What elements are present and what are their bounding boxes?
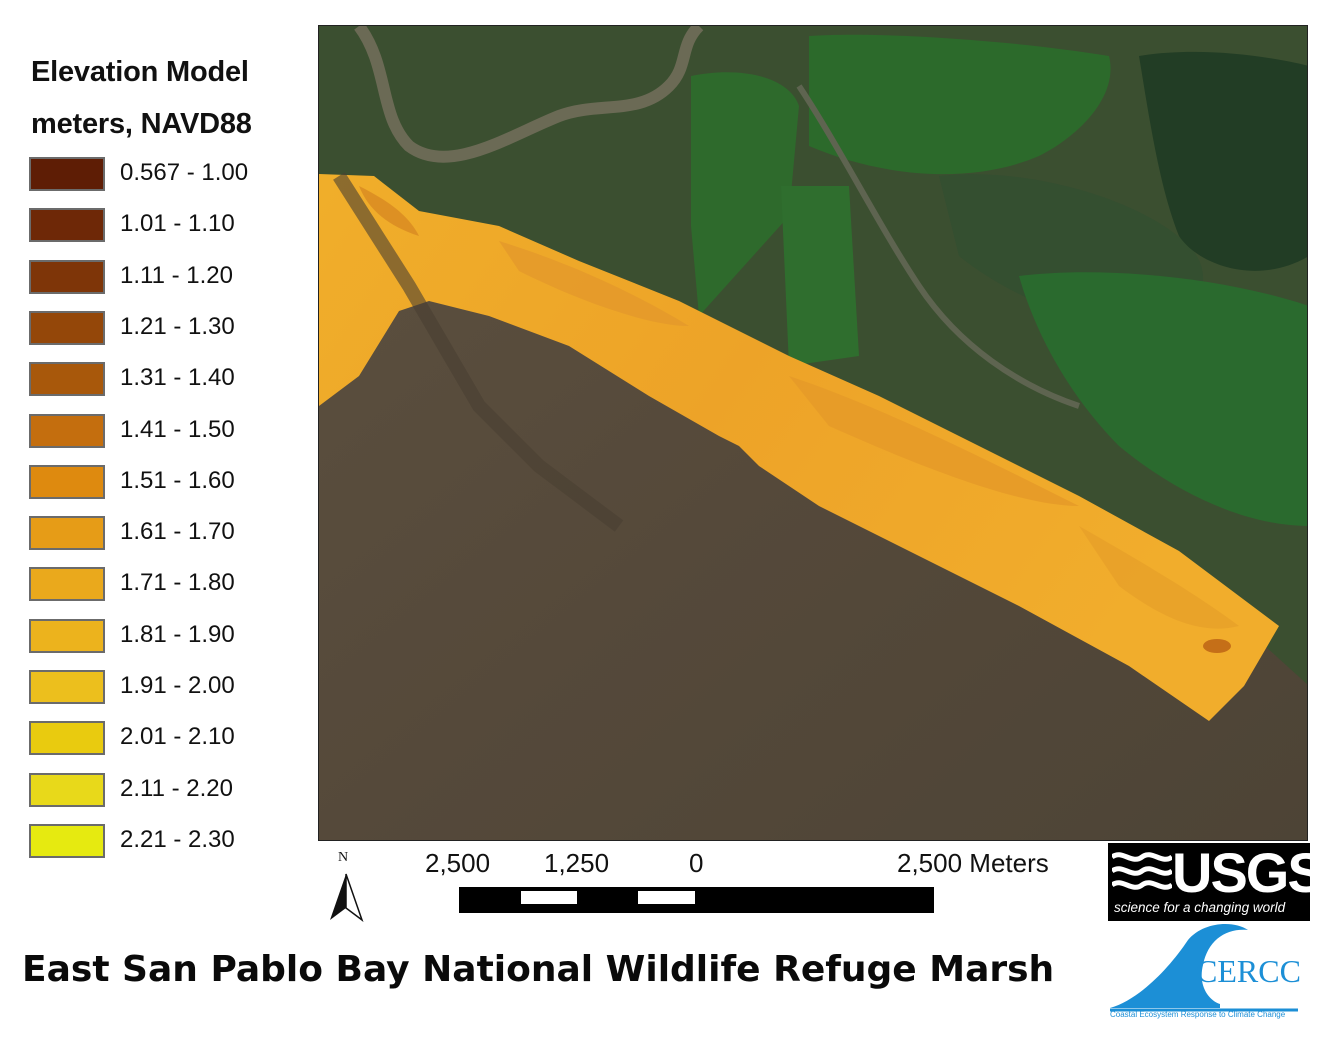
legend-label: 1.41 - 1.50 [120, 415, 235, 443]
pond [691, 72, 799, 316]
legend-label: 1.51 - 1.60 [120, 466, 235, 494]
legend-subtitle: meters, NAVD88 [31, 108, 252, 140]
usgs-name: USGS [1172, 841, 1325, 904]
legend-label: 1.91 - 2.00 [120, 672, 235, 699]
legend-label: 2.01 - 2.10 [120, 723, 235, 751]
legend-label: 1.31 - 1.40 [120, 364, 235, 392]
legend-swatch [29, 310, 105, 345]
legend-item: 1.71 - 1.80 [29, 564, 309, 604]
satellite-map [319, 26, 1307, 840]
legend-item: 1.91 - 2.00 [29, 667, 309, 707]
pond [809, 34, 1111, 175]
cercc-logo: CERCC Coastal Ecosystem Response to Clim… [1108, 920, 1308, 1025]
pond [1019, 272, 1307, 526]
legend-swatch [29, 670, 105, 704]
elevation-zone [499, 241, 689, 326]
usgs-tagline: science for a changing world [1114, 900, 1286, 915]
elevation-zone [1079, 526, 1239, 629]
legend-swatch [29, 208, 105, 243]
legend-swatch [29, 516, 105, 551]
legend-label: 1.21 - 1.30 [120, 312, 235, 340]
elevation-zone [789, 376, 1079, 506]
scale-label-quarter: 1,250 [544, 848, 610, 878]
elevation-model-area [319, 174, 1279, 721]
legend-item: 1.51 - 1.60 [29, 462, 309, 502]
legend-swatch [29, 772, 105, 807]
legend-item: 1.11 - 1.20 [29, 257, 309, 297]
legend-label: 1.81 - 1.90 [120, 620, 235, 648]
legend-item: 2.11 - 2.20 [29, 770, 309, 810]
map-view[interactable] [318, 25, 1308, 841]
legend-item: 1.21 - 1.30 [29, 308, 309, 348]
legend-title: Elevation Model [31, 56, 249, 88]
legend-label: 0.567 - 1.00 [120, 159, 249, 186]
scale-bar [459, 887, 934, 913]
legend-swatch [29, 362, 105, 397]
map-title: East San Pablo Bay National Wildlife Ref… [22, 949, 1055, 990]
legend-label: 2.21 - 2.30 [120, 825, 235, 853]
elevation-zone [1203, 639, 1231, 653]
legend-swatch [29, 413, 105, 448]
legend-swatch [29, 567, 105, 602]
scale-label-zero: 0 [689, 848, 704, 878]
legend-label: 1.71 - 1.80 [120, 569, 235, 597]
slough-channel [796, 84, 1080, 409]
north-arrow-icon [330, 873, 364, 922]
legend-label: 2.11 - 2.20 [120, 774, 233, 802]
channel [333, 172, 624, 532]
legend-label: 1.11 - 1.20 [120, 261, 233, 289]
slough-channel [354, 26, 704, 163]
wave-icon [1112, 852, 1172, 890]
legend-swatch [29, 721, 105, 756]
north-label: N [338, 850, 349, 865]
legend: 0.567 - 1.00 1.01 - 1.10 1.11 - 1.20 1.21 -… [29, 154, 309, 864]
legend-item: 1.81 - 1.90 [29, 616, 309, 656]
legend-item: 1.31 - 1.40 [29, 359, 309, 399]
scale-label-left: 2,500 [425, 848, 491, 878]
legend-item: 2.01 - 2.10 [29, 718, 309, 758]
scale-label-right: 2,500 Meters [897, 848, 1049, 878]
legend-label: 1.01 - 1.10 [120, 210, 235, 238]
legend-item: 0.567 - 1.00 [29, 154, 309, 194]
legend-item: 1.01 - 1.10 [29, 205, 309, 245]
wave-logo-icon [1110, 924, 1298, 1012]
legend-swatch [29, 464, 105, 499]
cercc-tagline: Coastal Ecosystem Response to Climate Ch… [1110, 1010, 1286, 1019]
cercc-name: CERCC [1196, 953, 1301, 989]
legend-item: 1.61 - 1.70 [29, 513, 309, 553]
legend-swatch [29, 618, 105, 653]
legend-swatch [29, 823, 105, 858]
pond [1139, 51, 1307, 271]
legend-item: 2.21 - 2.30 [29, 821, 309, 861]
pond [781, 186, 859, 366]
elevation-zone [359, 186, 419, 236]
legend-label: 1.61 - 1.70 [120, 518, 235, 546]
legend-swatch [29, 157, 105, 191]
usgs-logo: USGS science for a changing world [1108, 843, 1325, 921]
legend-item: 1.41 - 1.50 [29, 411, 309, 451]
legend-swatch [29, 259, 105, 294]
